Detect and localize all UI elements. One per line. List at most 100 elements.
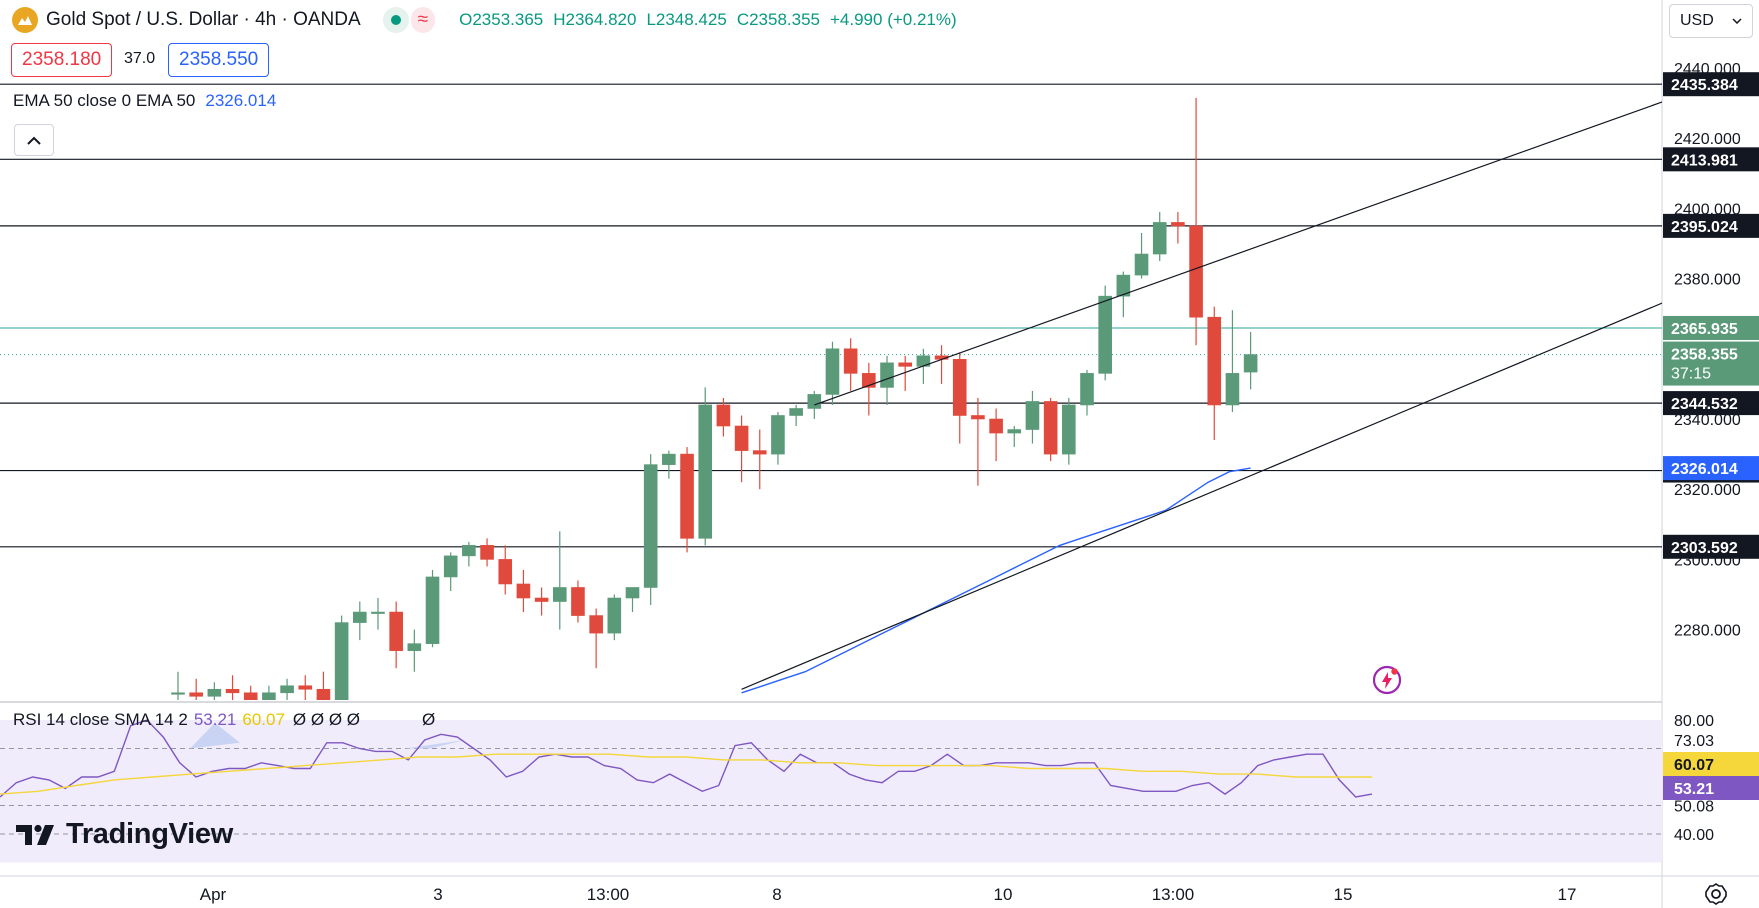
candle-up[interactable] [1062,404,1076,455]
candle-down[interactable] [571,587,585,616]
candle-up[interactable] [698,404,713,539]
symbol-title[interactable]: Gold Spot / U.S. Dollar · 4h · OANDA [46,9,361,30]
market-open-badge[interactable] [382,7,409,33]
rsi-overbought-fill [405,739,465,749]
candle-up[interactable] [625,587,640,599]
level-price-label: 2303.592 [1671,540,1738,557]
rsi-line[interactable] [0,719,1373,798]
candle-up[interactable] [371,611,385,614]
candle-up[interactable] [262,692,276,718]
candle-down[interactable] [952,359,967,416]
rsi-sma-legend-value: 60.07 [242,710,285,729]
candle-down[interactable] [589,615,603,634]
candle-up[interactable] [880,362,894,388]
gold-coin-icon [12,7,38,33]
rsi-legend[interactable]: RSI 14 close SMA 14 2 53.21 60.07 Ø Ø Ø Ø Ø [13,710,435,730]
candles-group [171,97,1687,735]
candle-up[interactable] [1134,253,1149,276]
candle-down[interactable] [189,692,203,697]
candle-down[interactable] [680,453,694,539]
candle-up[interactable] [334,622,349,735]
candle-down[interactable] [1171,222,1185,227]
candle-down[interactable] [716,404,731,427]
candle-up[interactable] [1243,354,1258,373]
candle-down[interactable] [1043,401,1058,455]
candle-up[interactable] [280,685,294,694]
candle-down[interactable] [516,583,531,599]
candle-up[interactable] [443,555,458,578]
rsi-sma-tag [1663,752,1759,776]
candle-up[interactable] [462,545,476,557]
rsi-legend-zeros: Ø Ø Ø Ø [292,710,360,729]
candle-down[interactable] [989,418,1003,434]
brand-name: TradingView [66,818,233,850]
time-tick-label: 17 [1558,885,1577,904]
ema-legend[interactable]: EMA 50 close 0 EMA 50 2326.014 [13,91,276,111]
tradingview-logo[interactable]: TradingView [16,818,233,851]
candle-up[interactable] [171,692,185,695]
candle-down[interactable] [1189,225,1203,318]
candle-down[interactable] [534,597,549,602]
time-tick-label: 10 [994,885,1013,904]
rsi-sma-line[interactable] [0,753,1372,795]
candle-up[interactable] [407,643,422,651]
candle-down[interactable] [389,611,403,651]
candle-up[interactable] [607,597,622,634]
time-tick-label: 13:00 [587,885,630,904]
rsi-overbought-fill [190,722,240,749]
candle-up[interactable] [552,587,567,602]
candle-up[interactable] [662,453,676,465]
candle-down[interactable] [498,559,513,585]
price-tick-label: 2420.000 [1674,131,1741,148]
candle-down[interactable] [1207,316,1222,406]
candle-up[interactable] [425,576,440,644]
ohlc-values: O2353.365 H2364.820 L2348.425 C2358.355 … [459,10,957,30]
candle-up[interactable] [1098,295,1112,374]
currency-select[interactable]: USD [1669,4,1753,38]
candle-down[interactable] [298,685,313,690]
candle-down[interactable] [971,415,985,420]
candle-up[interactable] [643,464,658,588]
rsi-tick-label: 50.08 [1674,798,1714,815]
candle-up[interactable] [771,415,785,455]
collapse-legend-button[interactable] [14,124,54,156]
candle-up[interactable] [207,688,222,697]
buy-price-button[interactable]: 2358.550 [168,43,270,77]
candle-up[interactable] [1116,274,1131,297]
rsi-pane[interactable] [0,719,1662,863]
candle-up[interactable] [1025,401,1040,430]
candle-up[interactable] [352,611,367,623]
candle-up[interactable] [1225,373,1240,406]
sell-price-button[interactable]: 2358.180 [11,43,113,77]
symbol-header: Gold Spot / U.S. Dollar · 4h · OANDA ≈ O… [0,0,957,40]
candle-down[interactable] [316,688,331,735]
candle-up[interactable] [807,394,822,409]
candle-down[interactable] [752,450,767,455]
candle-down[interactable] [843,348,858,374]
candle-up[interactable] [825,348,840,395]
equal-badge[interactable]: ≈ [410,7,436,33]
time-axis[interactable]: Apr 3 13:00 8 10 13:00 15 17 [200,885,1577,904]
candle-up[interactable] [1080,373,1094,406]
rsi-tick-label: 40.00 [1674,827,1714,844]
candle-up[interactable] [1007,429,1022,434]
lightning-alert-icon[interactable] [1371,664,1403,696]
gear-icon[interactable] [1702,880,1730,908]
candle-up[interactable] [1152,222,1167,255]
candle-down[interactable] [225,688,240,694]
candle-down[interactable] [243,692,258,718]
trend-channel-line[interactable] [741,293,1687,690]
candle-down[interactable] [480,545,494,560]
ema-line[interactable] [741,467,1251,694]
candle-up[interactable] [789,408,803,416]
price-axis[interactable]: 2440.0002420.0002400.0002380.0002360.000… [1663,61,1759,844]
candle-down[interactable] [898,362,913,367]
ema-price-label: 2326.014 [1671,461,1738,478]
level-price-tag [1663,534,1759,559]
rsi-tick-label: 73.03 [1674,733,1714,750]
time-tick-label: 3 [433,885,442,904]
trend-channel-line[interactable] [814,100,1668,406]
candle-down[interactable] [734,425,749,451]
